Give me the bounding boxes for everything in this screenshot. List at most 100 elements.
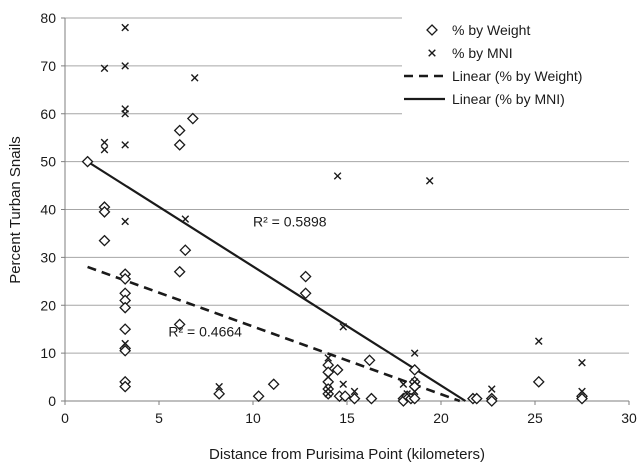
legend-label: Linear (% by Weight)	[452, 68, 582, 84]
point-weight	[322, 366, 335, 379]
point-mni	[578, 387, 586, 396]
y-tick-label: 10	[40, 345, 56, 361]
x-tick-label: 25	[527, 410, 543, 426]
legend-item: Linear (% by Weight)	[404, 68, 582, 84]
point-weight	[331, 363, 344, 376]
point-mni	[100, 138, 109, 147]
point-weight	[408, 392, 421, 405]
trendlines	[86, 160, 467, 403]
point-mni	[121, 109, 129, 118]
tick-labels: 0 10 20 30 40 50 60 70 80 0 5 10 15 20 25 30	[40, 10, 637, 426]
r-squared-label: R² = 0.5898	[253, 213, 327, 229]
point-weight	[485, 395, 498, 407]
y-tick-label: 30	[40, 249, 56, 265]
point-weight	[408, 363, 421, 376]
point-mni	[410, 349, 419, 357]
legend-label: % by Weight	[452, 22, 530, 38]
point-mni	[324, 390, 332, 398]
point-mni	[410, 387, 419, 396]
point-weight	[365, 392, 378, 405]
y-tick-label: 60	[40, 106, 56, 122]
point-mni	[121, 141, 129, 149]
y-tick-label: 20	[40, 297, 56, 313]
point-mni	[181, 215, 190, 223]
point-weight	[81, 155, 94, 168]
point-weight	[119, 380, 132, 393]
point-weight	[213, 387, 226, 400]
point-mni	[339, 322, 348, 331]
legend-label: % by MNI	[452, 45, 513, 61]
point-weight	[173, 124, 186, 137]
x-tick-label: 20	[433, 410, 449, 426]
y-tick-label: 0	[48, 393, 56, 409]
legend-cross-icon	[428, 49, 436, 57]
point-mni	[578, 358, 586, 367]
point-weight	[186, 112, 199, 125]
point-weight	[267, 378, 280, 391]
x-tick-label: 30	[621, 410, 637, 426]
point-weight	[119, 344, 132, 357]
point-weight	[119, 323, 132, 336]
y-axis-title: Percent Turban Snails	[7, 136, 24, 284]
y-tick-label: 70	[40, 58, 56, 74]
point-weight	[173, 318, 186, 331]
point-weight	[98, 205, 111, 218]
data-points	[81, 23, 588, 407]
annotations: R² = 0.5898 R² = 0.4664	[168, 213, 326, 339]
legend-item: % by Weight	[426, 22, 530, 38]
point-mni	[121, 217, 129, 226]
point-mni	[324, 354, 332, 362]
point-weight	[576, 392, 588, 405]
point-mni	[333, 172, 342, 180]
point-mni	[350, 387, 359, 396]
legend-label: Linear (% by MNI)	[452, 91, 565, 107]
point-mni	[399, 380, 408, 389]
x-tick-label: 5	[155, 410, 163, 426]
point-weight	[470, 392, 483, 405]
point-mni	[100, 145, 109, 154]
point-mni	[425, 176, 434, 185]
trendline-mni	[86, 160, 467, 402]
legend: % by Weight % by MNI Linear (% by Weight) L…	[402, 16, 630, 120]
legend-item: Linear (% by MNI)	[404, 91, 565, 107]
point-weight	[339, 390, 352, 403]
point-mni	[215, 382, 223, 391]
point-weight	[532, 375, 545, 388]
point-weight	[119, 301, 132, 314]
legend-background	[402, 16, 630, 120]
point-weight	[363, 354, 376, 367]
gridlines	[65, 17, 629, 354]
x-axis-title: Distance from Purisima Point (kilometers…	[209, 446, 485, 463]
point-mni	[121, 62, 129, 70]
legend-item: % by MNI	[428, 45, 513, 61]
point-weight	[179, 244, 192, 257]
x-tick-label: 15	[339, 410, 355, 426]
point-mni	[487, 385, 496, 393]
point-mni	[100, 64, 109, 73]
trendline-weight	[87, 265, 461, 403]
y-tick-label: 80	[40, 10, 56, 26]
point-mni	[534, 337, 543, 345]
point-mni	[324, 373, 332, 381]
point-mni	[403, 390, 411, 398]
legend-diamond-icon	[426, 24, 438, 36]
point-weight	[252, 390, 265, 403]
y-tick-label: 40	[40, 202, 56, 218]
r-squared-label: R² = 0.4664	[168, 323, 242, 339]
point-mni	[121, 23, 129, 32]
point-mni	[190, 74, 199, 82]
point-weight	[299, 270, 312, 283]
point-mni	[121, 339, 129, 348]
point-mni	[410, 378, 419, 386]
x-tick-label: 10	[245, 410, 261, 426]
point-weight	[299, 287, 312, 300]
point-weight	[348, 392, 361, 405]
point-mni	[339, 380, 348, 389]
x-tick-label: 0	[61, 410, 69, 426]
point-weight	[98, 234, 111, 247]
point-weight	[119, 272, 132, 285]
y-tick-label: 50	[40, 154, 56, 170]
point-weight	[173, 138, 186, 151]
point-weight	[173, 265, 186, 278]
